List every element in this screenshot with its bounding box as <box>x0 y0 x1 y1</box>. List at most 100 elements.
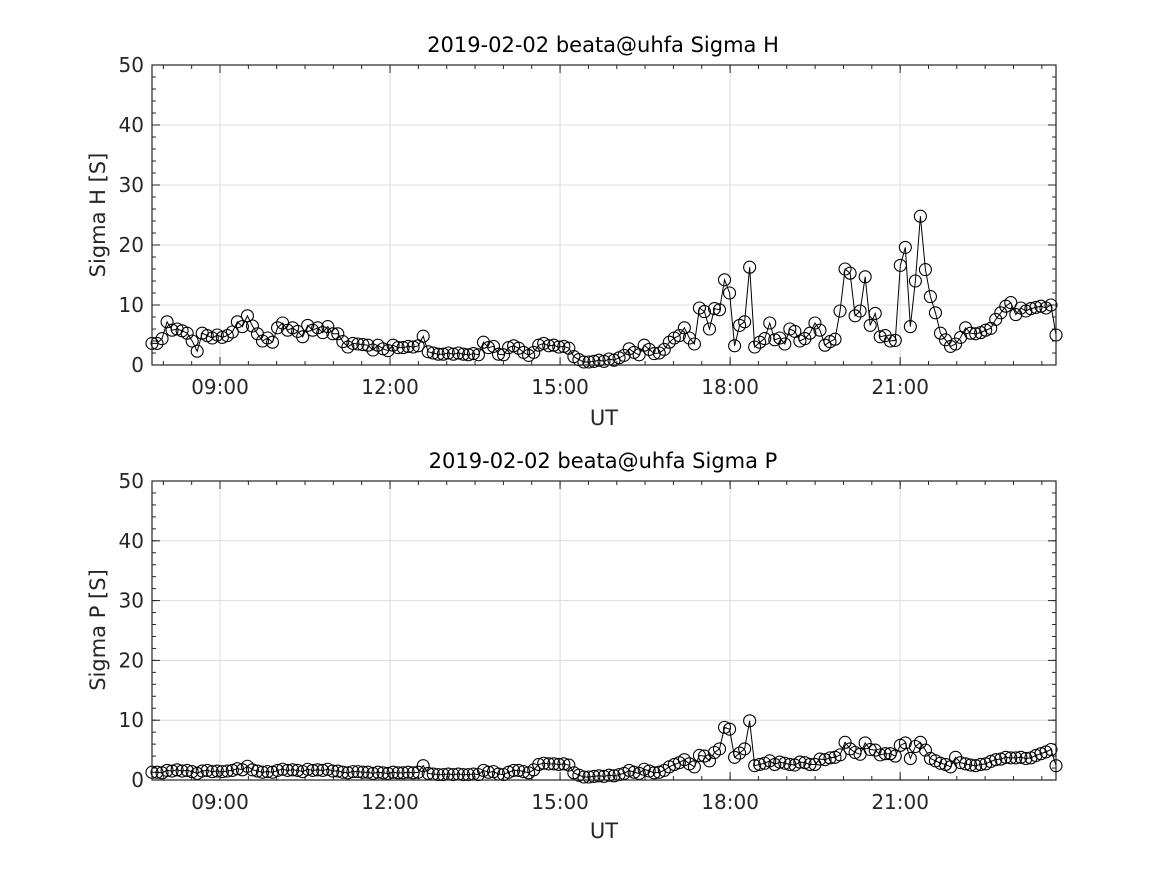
data-point <box>1004 751 1018 765</box>
data-point <box>933 326 948 340</box>
data-point <box>396 766 410 780</box>
data-point <box>512 341 526 355</box>
plot-frame <box>151 64 1057 366</box>
data-point <box>1004 296 1018 310</box>
data-point <box>391 341 405 355</box>
data-point <box>1019 751 1033 766</box>
chart-title: 2019-02-02 beata@uhfa Sigma H <box>427 33 779 57</box>
data-point <box>326 764 340 778</box>
data-point <box>265 335 280 349</box>
data-point <box>1034 299 1048 313</box>
data-point <box>813 323 827 337</box>
data-point <box>692 748 706 763</box>
data-point <box>974 757 988 772</box>
data-point <box>250 764 265 778</box>
data-point <box>190 344 204 358</box>
data-point <box>321 762 335 776</box>
data-point <box>918 263 932 277</box>
data-point <box>396 341 410 355</box>
data-point <box>828 332 842 346</box>
data-point <box>436 347 450 361</box>
data-point <box>908 274 922 288</box>
data-point <box>647 766 661 780</box>
data-point <box>1029 300 1043 314</box>
data-point <box>371 765 385 779</box>
data-point <box>617 348 631 362</box>
data-point <box>537 756 551 770</box>
data-point <box>743 714 757 728</box>
data-point <box>532 757 546 772</box>
data-point <box>547 757 561 771</box>
data-point <box>587 769 601 783</box>
data-point <box>848 309 862 323</box>
data-point <box>421 345 435 359</box>
data-point <box>446 768 460 782</box>
data-point <box>512 763 526 777</box>
data-point <box>712 303 727 317</box>
data-point <box>999 750 1013 764</box>
data-point <box>833 748 847 762</box>
data-point <box>491 347 506 361</box>
data-point <box>205 765 219 779</box>
data-point <box>989 312 1003 326</box>
data-point <box>893 258 907 272</box>
x-tick-label: 18:00 <box>701 375 759 399</box>
data-point <box>723 286 737 300</box>
data-point <box>150 336 164 350</box>
data-point <box>220 764 234 778</box>
x-tick-label: 15:00 <box>531 790 589 814</box>
data-point <box>602 768 616 782</box>
data-point <box>401 339 415 353</box>
x-tick-label: 18:00 <box>701 790 759 814</box>
data-point <box>321 320 335 334</box>
data-point <box>265 765 280 779</box>
data-point <box>341 766 355 780</box>
data-point <box>592 769 606 783</box>
data-point <box>763 316 777 330</box>
series-sigma-p <box>145 714 1063 784</box>
data-point <box>793 755 807 769</box>
data-point <box>783 757 797 772</box>
data-point <box>507 763 521 777</box>
data-point <box>451 346 465 360</box>
data-point <box>702 322 717 336</box>
data-point <box>863 742 877 757</box>
data-point <box>366 343 380 357</box>
data-point <box>316 763 330 777</box>
data-point <box>903 320 917 334</box>
data-point <box>165 323 179 337</box>
data-point <box>717 720 732 734</box>
data-point <box>813 752 827 766</box>
data-point <box>969 759 983 773</box>
data-point <box>627 765 641 779</box>
data-point <box>778 337 792 351</box>
data-point <box>416 759 430 773</box>
data-point <box>913 209 927 223</box>
y-axis-label: Sigma H [S] <box>86 153 110 278</box>
data-point <box>587 354 601 368</box>
y-tick-label: 40 <box>119 529 144 553</box>
data-point <box>858 736 872 750</box>
data-point <box>833 304 847 318</box>
data-point <box>572 768 586 782</box>
data-point <box>637 338 651 352</box>
data-point <box>778 756 792 770</box>
data-point <box>291 763 305 777</box>
data-point <box>873 748 887 762</box>
data-point <box>878 747 892 761</box>
data-point <box>331 327 345 341</box>
data-point <box>497 348 511 362</box>
data-point <box>753 757 767 772</box>
data-point <box>677 753 691 767</box>
data-point <box>346 765 360 779</box>
data-point <box>175 764 189 778</box>
data-point <box>461 768 475 782</box>
data-point <box>798 756 812 770</box>
data-point <box>276 762 290 776</box>
data-point <box>557 757 571 771</box>
data-point <box>311 763 325 777</box>
x-tick-labels: 09:00 12:00 15:00 18:00 21:00 <box>191 790 929 814</box>
y-tick-label: 10 <box>119 293 144 317</box>
chart-title: 2019-02-02 beata@uhfa Sigma P <box>429 449 778 473</box>
data-point <box>286 763 300 777</box>
